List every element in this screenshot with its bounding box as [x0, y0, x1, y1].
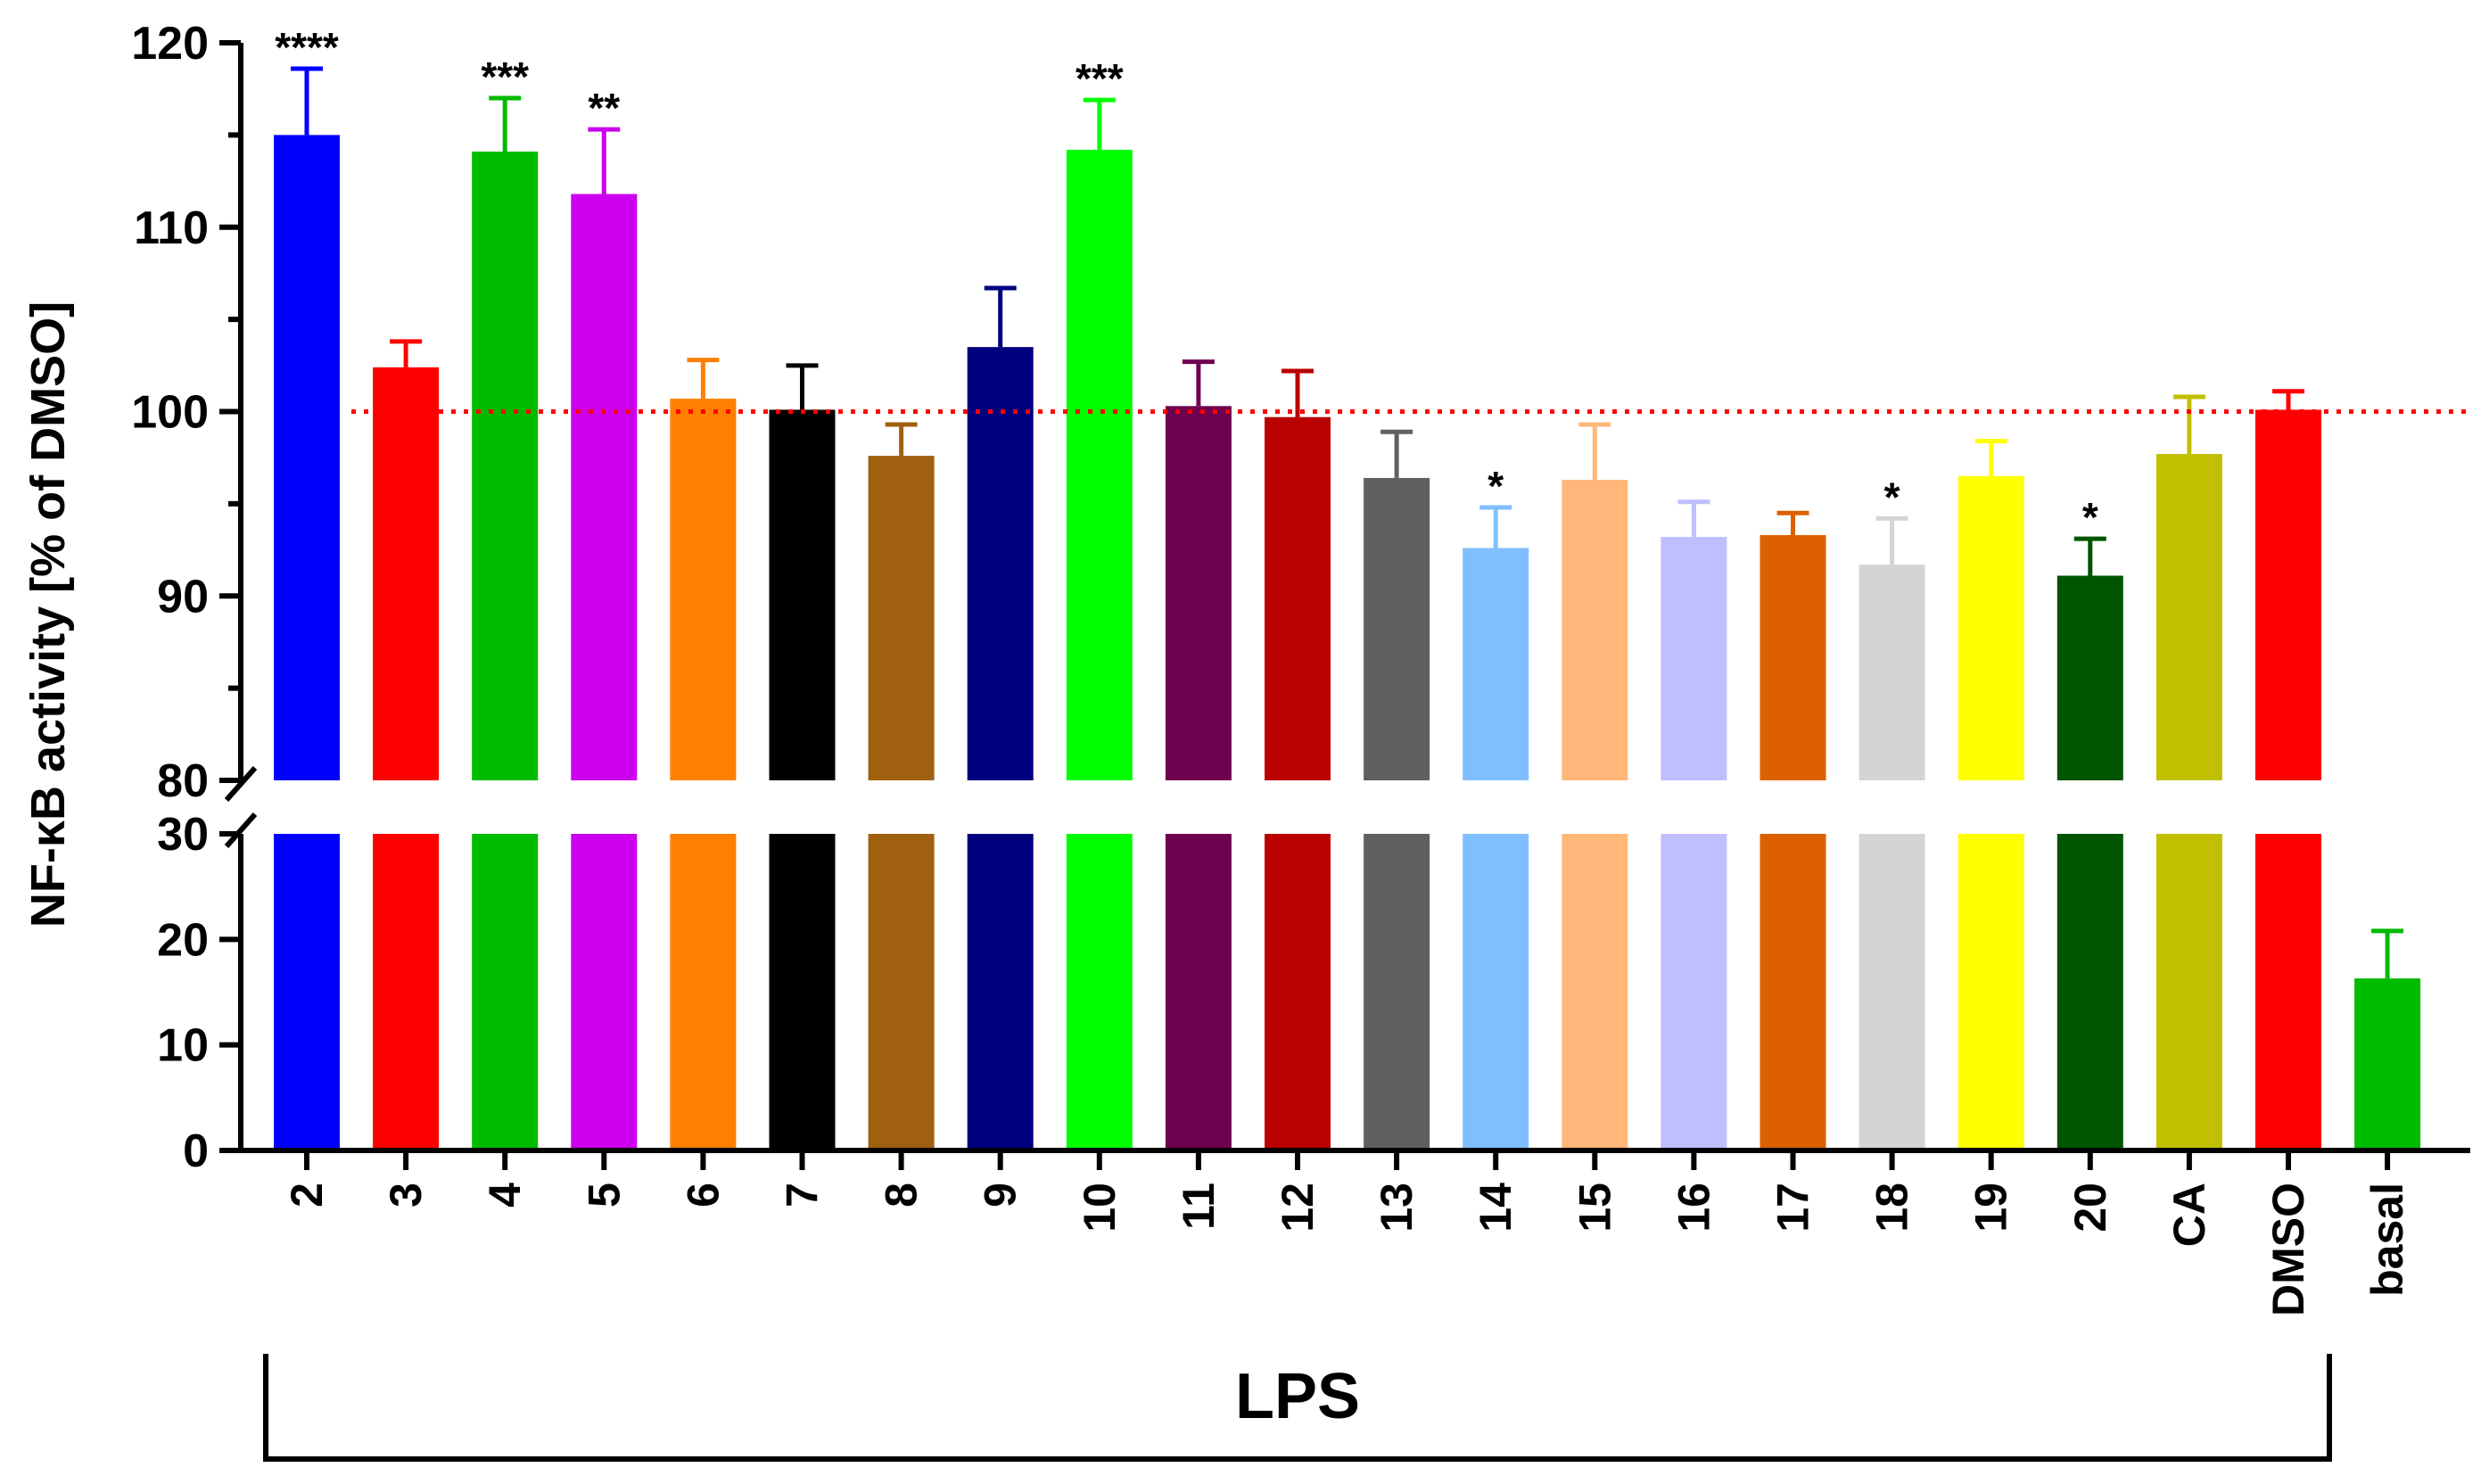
bar-9-upper	[967, 347, 1034, 780]
y-axis-title: NF-κB activity [% of DMSO]	[21, 301, 75, 928]
x-tick-label-8: 8	[877, 1183, 927, 1208]
bar-14-upper	[1463, 548, 1529, 780]
y-tick-label-120: 120	[131, 18, 209, 70]
x-tick-label-5: 5	[579, 1183, 629, 1208]
bar-3-lower	[373, 834, 440, 1150]
bar-12-lower	[1265, 834, 1331, 1150]
bar-4-upper	[472, 151, 539, 781]
significance-label-10: ***	[1076, 55, 1124, 102]
y-tick-label-0: 0	[183, 1125, 209, 1177]
bar-13-lower	[1364, 834, 1430, 1150]
bar-15-lower	[1562, 834, 1628, 1150]
bar-20-lower	[2056, 834, 2123, 1150]
x-tick-label-16: 16	[1669, 1183, 1718, 1233]
bar-16-upper	[1661, 537, 1727, 780]
bar-CA-upper	[2155, 454, 2222, 780]
bar-2-lower	[274, 834, 340, 1150]
bar-16-lower	[1661, 834, 1727, 1150]
bar-basal	[2354, 978, 2421, 1150]
x-tick-label-14: 14	[1471, 1183, 1521, 1233]
y-tick-label-20: 20	[157, 914, 209, 966]
x-tick-label-13: 13	[1372, 1183, 1422, 1233]
bar-6-lower	[670, 834, 737, 1150]
bar-8-lower	[868, 834, 935, 1150]
bar-10-lower	[1066, 834, 1133, 1150]
bar-19-lower	[1957, 834, 2024, 1150]
x-tick-label-3: 3	[381, 1183, 431, 1208]
bar-18-lower	[1859, 834, 1925, 1150]
x-tick-label-20: 20	[2065, 1183, 2115, 1233]
bar-7-lower	[769, 834, 836, 1150]
bar-14-lower	[1463, 834, 1529, 1150]
bar-10-upper	[1066, 149, 1133, 781]
bar-CA-lower	[2155, 834, 2222, 1150]
significance-label-18: *	[1884, 474, 1900, 520]
x-tick-label-12: 12	[1273, 1183, 1323, 1233]
bar-DMSO-lower	[2255, 834, 2321, 1150]
bar-3-upper	[373, 367, 440, 780]
y-tick-label-10: 10	[157, 1020, 209, 1072]
lps-group-label: LPS	[1235, 1361, 1360, 1432]
bar-19-upper	[1957, 475, 2024, 780]
bar-5-lower	[571, 834, 638, 1150]
bar-17-lower	[1760, 834, 1826, 1150]
bar-7-upper	[769, 409, 836, 780]
bars-group	[274, 66, 2421, 1150]
axis-group: 80 90 100 110 120 0 10 20 30 2 3 4 5 6 7 8 9 10 11 12 13 14 15…	[131, 18, 2470, 1316]
significance-label-20: *	[2082, 494, 2098, 540]
x-tick-label-DMSO: DMSO	[2263, 1183, 2313, 1316]
y-tick-label-100: 100	[131, 387, 209, 439]
axis-break-mark-upper	[224, 766, 258, 802]
y-tick-label-110: 110	[134, 202, 209, 254]
x-tick-label-17: 17	[1768, 1183, 1818, 1233]
bar-17-upper	[1760, 535, 1826, 780]
bar-8-upper	[868, 456, 935, 780]
x-tick-label-11: 11	[1174, 1183, 1224, 1230]
significance-label-4: ***	[481, 54, 529, 100]
x-tick-label-CA: CA	[2164, 1183, 2214, 1247]
x-tick-label-7: 7	[778, 1183, 828, 1208]
x-tick-label-9: 9	[976, 1183, 1026, 1208]
x-tick-label-6: 6	[678, 1183, 728, 1208]
bar-6-upper	[670, 399, 737, 780]
lps-bracket	[263, 1354, 2332, 1462]
significance-label-14: *	[1488, 463, 1504, 509]
significance-label-2: ****	[275, 24, 339, 70]
bar-5-upper	[571, 194, 638, 780]
bar-11-lower	[1165, 834, 1232, 1150]
x-tick-label-basal: basal	[2362, 1183, 2412, 1297]
x-tick-label-4: 4	[480, 1183, 530, 1208]
bar-18-upper	[1859, 565, 1925, 780]
y-tick-label-30: 30	[157, 809, 209, 861]
bar-4-lower	[472, 834, 539, 1150]
axis-break-mark-lower	[224, 812, 258, 848]
x-tick-label-19: 19	[1966, 1183, 2016, 1233]
labels-group: ************* * *NF-κB activity [% of DMSO…	[21, 24, 2332, 1462]
bar-9-lower	[967, 834, 1034, 1150]
bar-DMSO-upper	[2255, 409, 2321, 780]
bar-15-upper	[1562, 479, 1628, 780]
bar-13-upper	[1364, 477, 1430, 780]
bar-20-upper	[2056, 575, 2123, 780]
bar-11-upper	[1165, 406, 1232, 780]
bar-12-upper	[1265, 416, 1331, 780]
x-tick-label-18: 18	[1867, 1183, 1917, 1233]
significance-label-5: **	[588, 85, 620, 131]
bar-2-upper	[274, 135, 340, 780]
y-tick-label-80: 80	[157, 755, 209, 807]
y-tick-label-90: 90	[157, 571, 209, 622]
x-tick-label-10: 10	[1075, 1183, 1125, 1233]
x-tick-label-2: 2	[282, 1183, 332, 1208]
x-tick-label-15: 15	[1570, 1183, 1619, 1233]
